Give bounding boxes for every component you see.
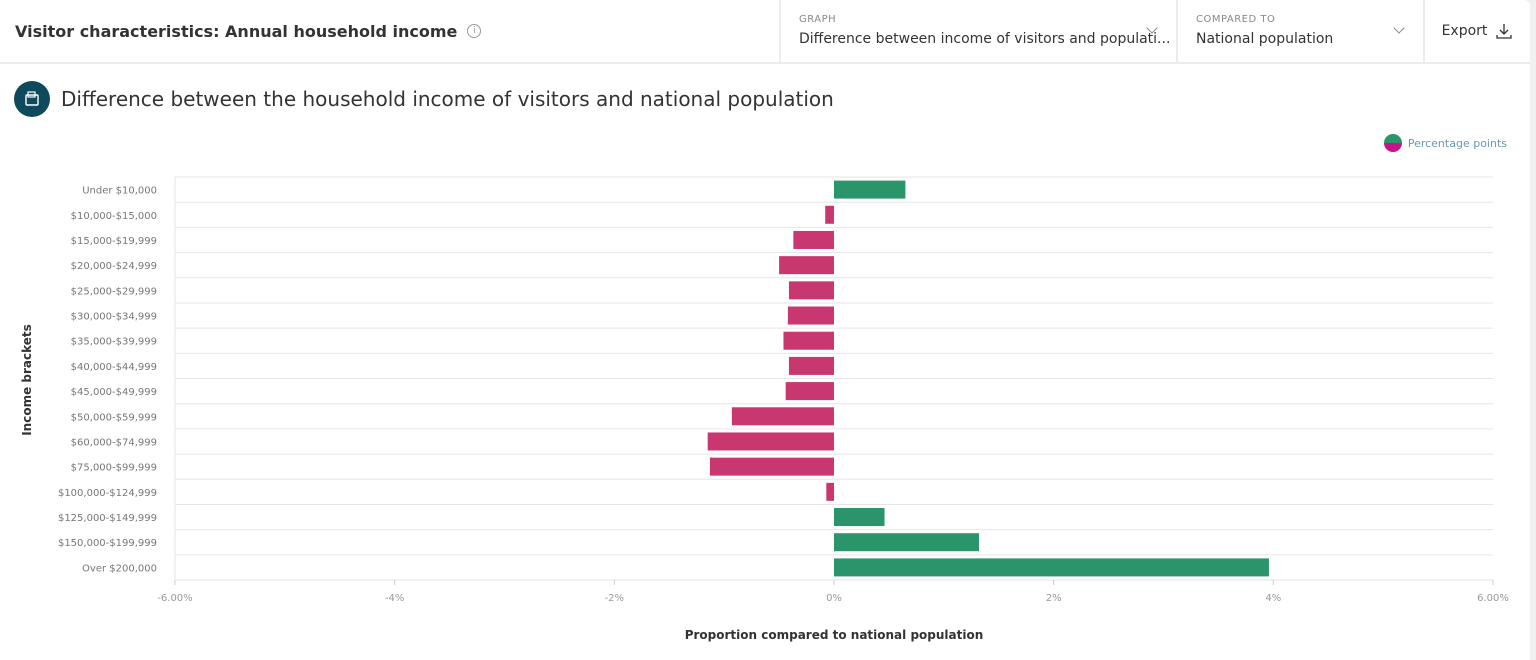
x-tick-label: -6.00% (157, 593, 192, 604)
bar (783, 331, 834, 350)
graph-label: GRAPH (799, 14, 837, 25)
y-tick-label: $35,000-$39,999 (71, 337, 157, 348)
y-tick-label: Under $10,000 (82, 186, 157, 197)
bar (787, 306, 834, 325)
y-tick-label: $150,000-$199,999 (58, 538, 157, 549)
compared-label: COMPARED TO (1196, 14, 1276, 25)
y-tick-label: $125,000-$149,999 (58, 513, 157, 524)
bar (785, 382, 834, 401)
bar (834, 180, 906, 199)
wallet-icon (14, 81, 50, 117)
bar (834, 558, 1269, 577)
y-tick-label: $20,000-$24,999 (71, 261, 157, 272)
bar (793, 230, 834, 249)
chart-header: Difference between the household income … (14, 81, 834, 117)
bar (834, 533, 979, 552)
bar (707, 432, 834, 451)
legend-label: Percentage points (1407, 136, 1507, 150)
x-tick-label: 2% (1046, 593, 1062, 604)
x-tick-label: 0% (826, 593, 842, 604)
x-tick-label: -2% (605, 593, 624, 604)
compared-to-dropdown[interactable]: COMPARED TO National population (1176, 0, 1423, 62)
y-tick-label: $40,000-$44,999 (71, 362, 157, 373)
y-tick-label: $25,000-$29,999 (71, 286, 157, 297)
download-icon (1496, 24, 1513, 39)
export-label: Export (1441, 23, 1488, 39)
bar (709, 457, 834, 476)
bar (825, 205, 834, 224)
graph-value: Difference between income of visitors an… (799, 31, 1171, 47)
legend[interactable]: Percentage points (1383, 134, 1507, 152)
bar (834, 508, 885, 527)
legend-swatch (1383, 134, 1402, 152)
y-tick-label: $10,000-$15,000 (71, 211, 157, 222)
bar (779, 256, 834, 275)
x-tick-label: 4% (1265, 593, 1281, 604)
y-tick-label: $50,000-$59,999 (71, 412, 157, 423)
compared-value: National population (1196, 31, 1334, 47)
y-axis-title: Income brackets (20, 324, 34, 436)
bar (826, 482, 834, 501)
x-tick-label: 6.00% (1477, 593, 1509, 604)
page-title: Visitor characteristics: Annual househol… (15, 21, 458, 41)
y-tick-label: $45,000-$49,999 (71, 387, 157, 398)
info-icon[interactable]: i (467, 24, 482, 38)
x-axis-title: Proportion compared to national populati… (685, 628, 984, 642)
header: Visitor characteristics: Annual househol… (0, 0, 1530, 64)
y-tick-label: Over $200,000 (82, 563, 157, 574)
x-tick-label: -4% (385, 593, 404, 604)
bar (788, 356, 834, 375)
y-tick-label: $100,000-$124,999 (58, 488, 157, 499)
bar (731, 407, 834, 426)
y-tick-label: $15,000-$19,999 (71, 236, 157, 247)
graph-dropdown[interactable]: GRAPH Difference between income of visit… (779, 0, 1176, 62)
export-button[interactable]: Export (1423, 0, 1530, 62)
y-tick-label: $30,000-$34,999 (71, 312, 157, 323)
y-tick-label: $60,000-$74,999 (71, 437, 157, 448)
chart-title: Difference between the household income … (61, 87, 834, 111)
y-tick-label: $75,000-$99,999 (71, 463, 157, 474)
bar (788, 281, 834, 300)
